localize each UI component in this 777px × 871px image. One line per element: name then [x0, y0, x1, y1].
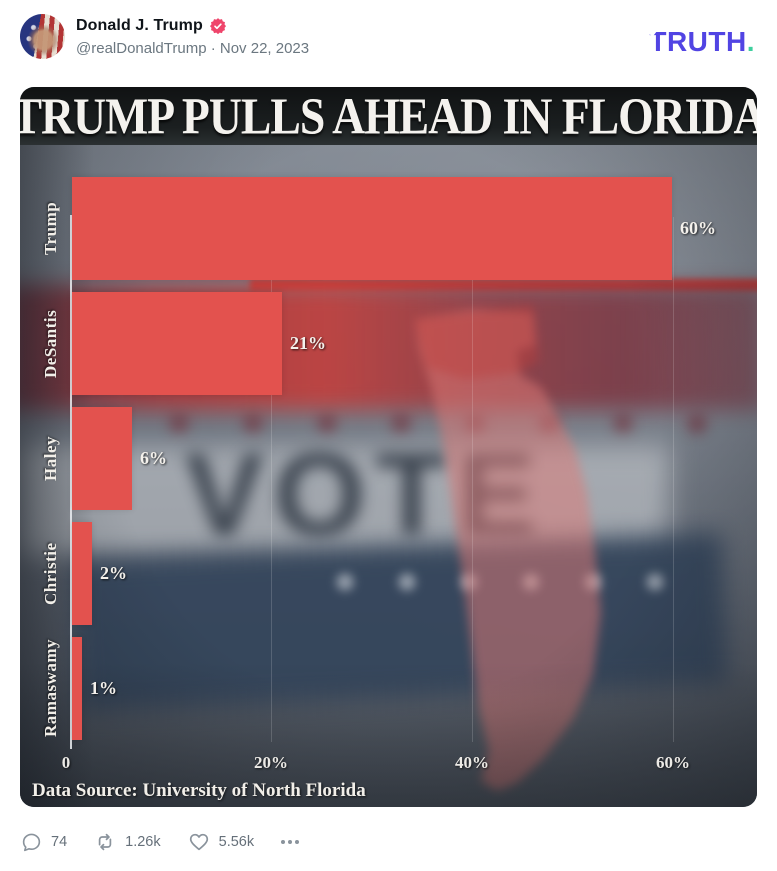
x-tick-60%: 60%: [656, 753, 690, 772]
plot-area: Trump 60% DeSantis 21% Haley 6% Christie 2% Rama…: [20, 87, 757, 807]
bar-haley: [72, 407, 132, 510]
author-name[interactable]: Donald J. Trump: [76, 17, 203, 34]
engagement-bar: 74 1.26k 5.56k: [20, 826, 302, 858]
value-label-haley: 6%: [140, 447, 167, 468]
verified-badge-icon: [209, 18, 226, 35]
truth-logo: TRUTH.: [646, 25, 755, 57]
heart-icon: [189, 833, 208, 851]
category-label-desantis: DeSantis: [41, 309, 60, 378]
value-label-trump: 60%: [680, 217, 716, 238]
blurred-red-stars: [60, 400, 720, 440]
gridline-40%: [472, 217, 473, 742]
y-axis-line: [70, 215, 72, 749]
truth-logo-dot: .: [746, 26, 755, 57]
bar-ramaswamy: [72, 637, 82, 740]
bar-christie: [72, 522, 92, 625]
category-label-haley: Haley: [41, 436, 60, 481]
bar-trump: [72, 177, 672, 280]
value-label-christie: 2%: [100, 562, 127, 583]
post-image[interactable]: VOTE TRUMP PULLS AHEAD IN FLORIDA Trump6…: [20, 87, 757, 807]
truth-logo-text: TRUTH: [649, 26, 747, 57]
category-label-ramaswamy: Ramaswamy: [41, 639, 60, 738]
x-tick-20%: 20%: [254, 753, 288, 772]
ellipsis-icon: [281, 840, 300, 844]
x-tick-40%: 40%: [455, 753, 489, 772]
handle-and-date[interactable]: @realDonaldTrump · Nov 22, 2023: [76, 40, 310, 57]
florida-map-silhouette: [415, 305, 601, 791]
avatar[interactable]: [20, 14, 65, 59]
repost-icon: [98, 833, 112, 851]
reply-icon: [22, 833, 41, 851]
gridline-20%: [271, 217, 272, 742]
like-count: 5.56k: [218, 834, 255, 850]
bar-desantis: [72, 292, 282, 395]
category-label-christie: Christie: [41, 542, 60, 605]
like-button[interactable]: 5.56k: [187, 830, 254, 854]
category-label-trump: Trump: [41, 201, 60, 256]
x-tick-0: 0: [61, 753, 71, 772]
repost-button[interactable]: 1.26k: [93, 830, 161, 854]
chart-title-band: TRUMP PULLS AHEAD IN FLORIDA: [20, 87, 757, 145]
value-label-desantis: 21%: [290, 332, 326, 353]
value-label-ramaswamy: 1%: [90, 677, 117, 698]
more-options-button[interactable]: [278, 830, 302, 854]
reply-count: 74: [51, 834, 68, 850]
reply-button[interactable]: 74: [20, 831, 67, 854]
repost-count: 1.26k: [125, 834, 161, 850]
data-source-caption: Data Source: University of North Florida: [32, 780, 366, 801]
chart-title: TRUMP PULLS AHEAD IN FLORIDA: [20, 87, 757, 145]
gridline-60%: [673, 217, 674, 742]
